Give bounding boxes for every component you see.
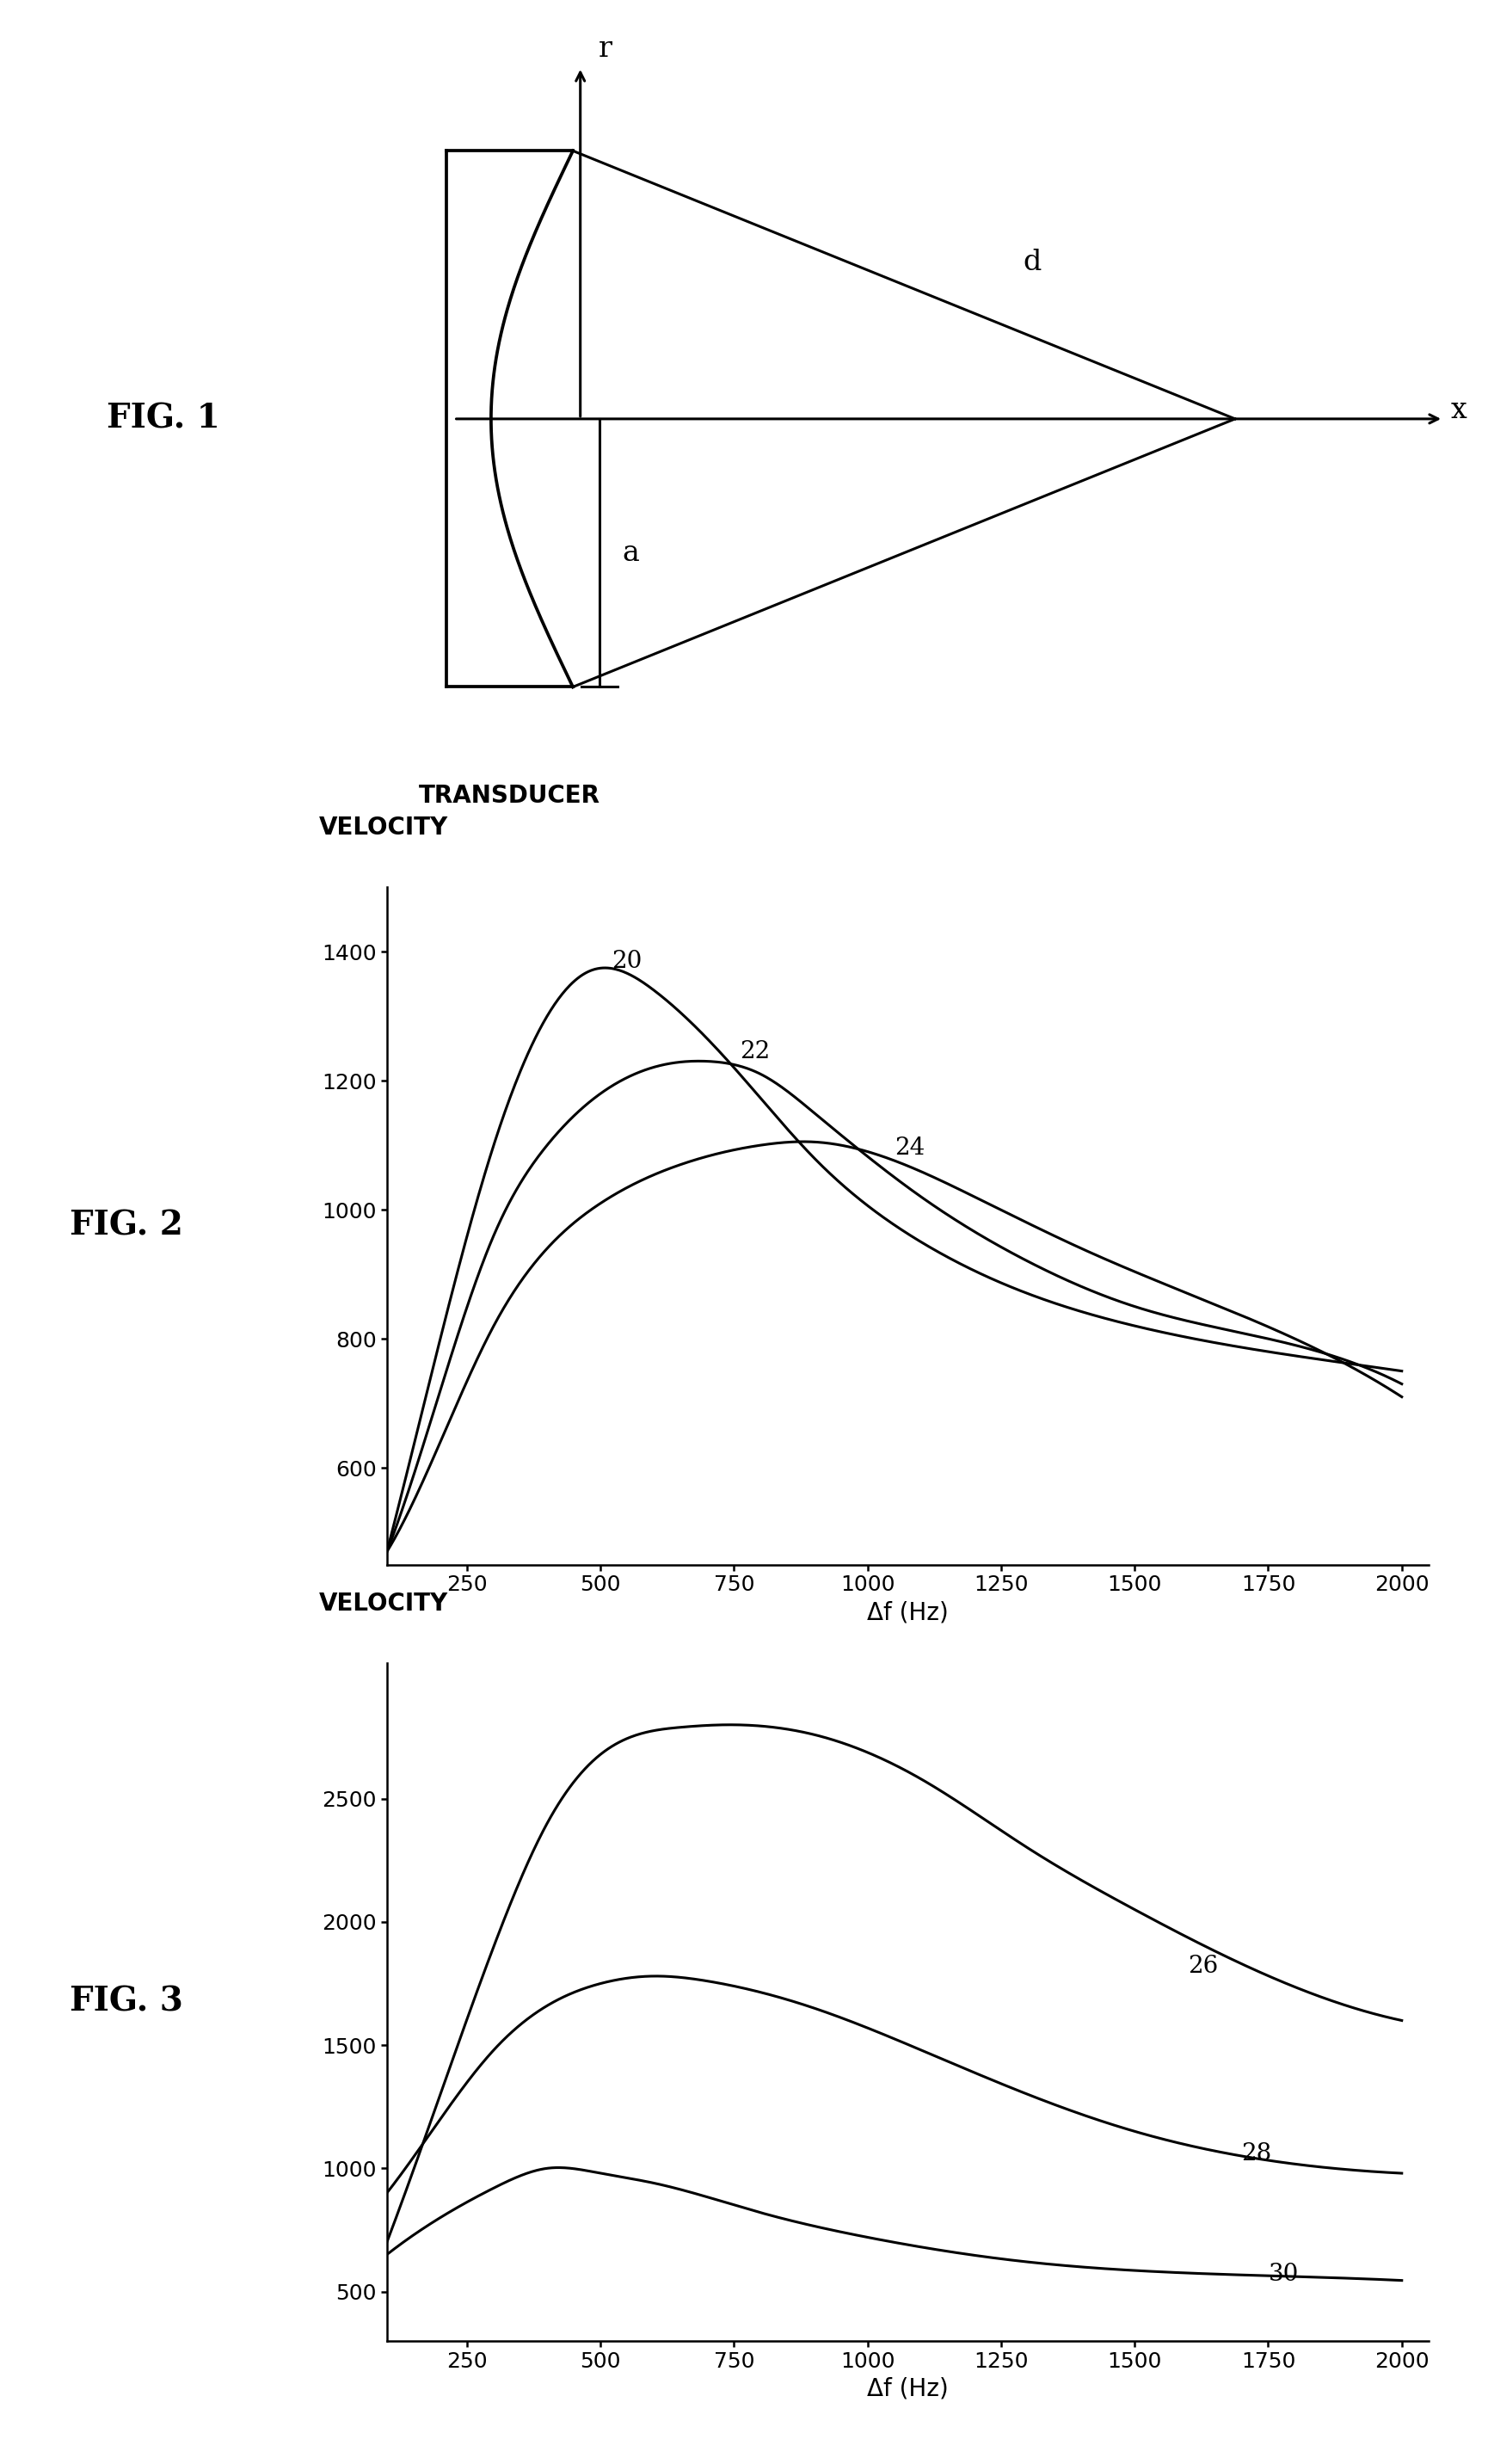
Text: 24: 24 [894,1136,924,1161]
Text: FIG. 1: FIG. 1 [107,402,220,436]
X-axis label: Δf (Hz): Δf (Hz) [868,2375,948,2400]
Text: 28: 28 [1241,2141,1272,2166]
Text: FIG. 3: FIG. 3 [70,1986,183,2018]
Text: FIG. 2: FIG. 2 [70,1210,183,1242]
Text: 30: 30 [1268,2262,1299,2287]
Text: a: a [622,540,638,567]
Text: 22: 22 [740,1040,769,1062]
Text: x: x [1451,397,1467,424]
Text: VELOCITY: VELOCITY [320,1592,448,1616]
X-axis label: Δf (Hz): Δf (Hz) [868,1599,948,1624]
Text: 26: 26 [1187,1954,1219,1979]
Text: TRANSDUCER: TRANSDUCER [420,784,600,808]
Text: r: r [598,34,612,62]
Text: VELOCITY: VELOCITY [320,816,448,840]
Text: d: d [1024,249,1042,276]
Text: 20: 20 [612,949,641,973]
